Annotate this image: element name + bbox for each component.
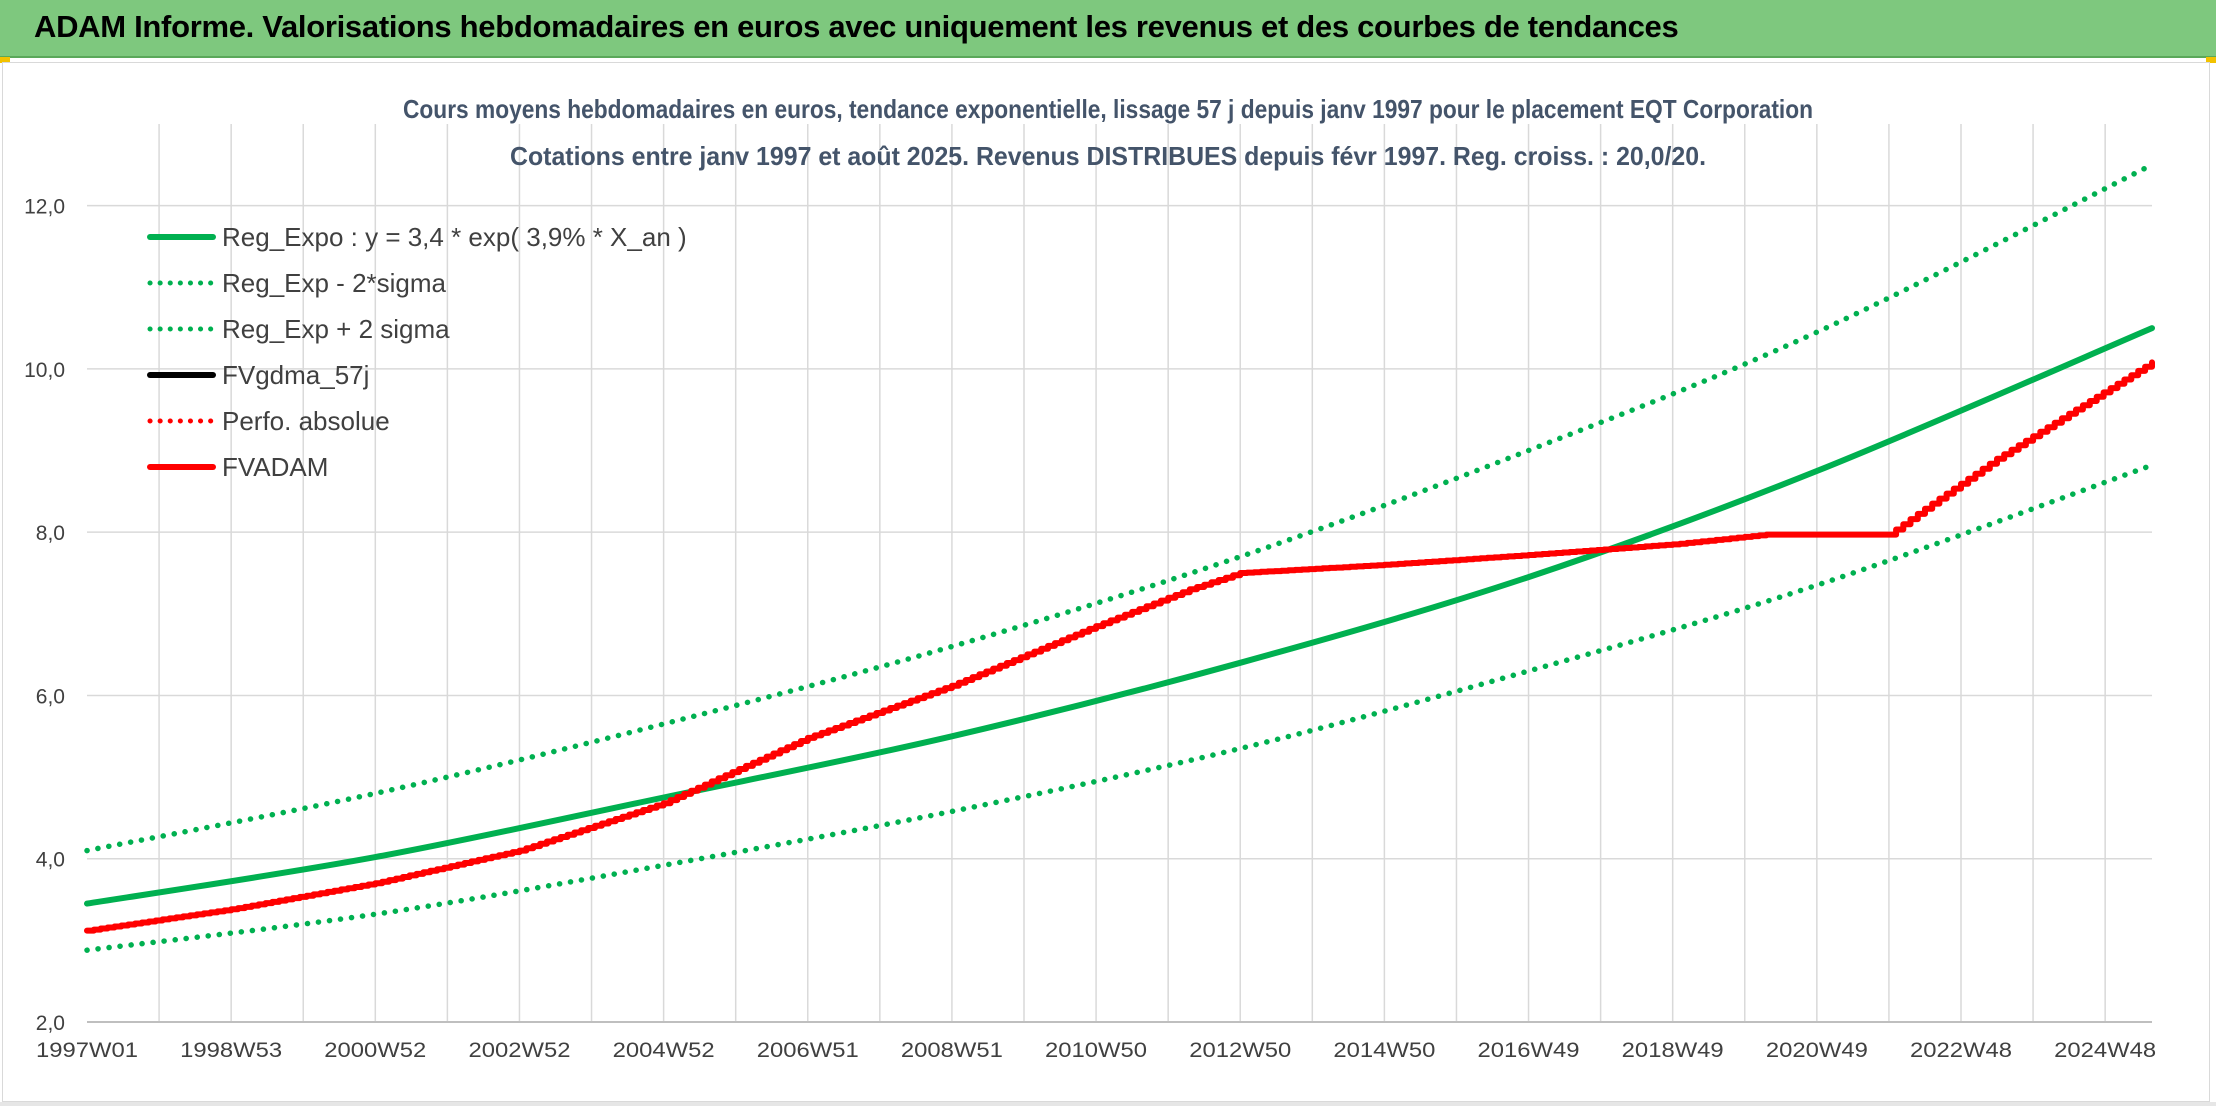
x-tick-label: 2012W50 (1189, 1039, 1291, 1062)
chart-frame (2, 62, 2210, 1102)
x-tick-label: 2018W49 (1622, 1039, 1724, 1062)
x-tick-label: 2002W52 (468, 1039, 570, 1062)
corner-marker-right (2206, 57, 2216, 63)
legend-label: FVgdma_57j (222, 360, 369, 390)
y-tick-label: 12,0 (24, 196, 65, 219)
x-tick-label: 2008W51 (901, 1039, 1003, 1062)
series-line-1 (84, 462, 2155, 953)
series-layer (84, 162, 2155, 953)
chart-subtitle: Cotations entre janv 1997 et août 2025. … (510, 141, 1706, 171)
report-header: ADAM Informe. Valorisations hebdomadaire… (0, 0, 2216, 58)
legend-label: Reg_Exp + 2 sigma (222, 314, 450, 344)
x-tick-label: 2024W48 (2054, 1039, 2156, 1062)
x-tick-label: 2014W50 (1333, 1039, 1435, 1062)
y-tick-label: 10,0 (24, 359, 65, 382)
legend-label: Reg_Expo : y = 3,4 * exp( 3,9% * X_an ) (222, 222, 687, 252)
x-tick-label: 1997W01 (36, 1039, 138, 1062)
y-tick-label: 2,0 (36, 1012, 65, 1035)
x-tick-label: 2010W50 (1045, 1039, 1147, 1062)
series-line-5 (84, 359, 2155, 934)
x-tick-label: 2020W49 (1766, 1039, 1868, 1062)
legend-label: FVADAM (222, 452, 328, 482)
x-tick-label: 2000W52 (324, 1039, 426, 1062)
x-tick-label: 2016W49 (1478, 1039, 1580, 1062)
y-tick-label: 4,0 (36, 849, 65, 872)
report-title: ADAM Informe. Valorisations hebdomadaire… (34, 9, 1679, 44)
x-tick-label: 2004W52 (613, 1039, 715, 1062)
x-tick-label: 2022W48 (1910, 1039, 2012, 1062)
axes: 2,0 4,0 6,0 8,0 10,0 12,0 1997W01 1998W53 2000W5… (24, 196, 2156, 1062)
y-tick-label: 8,0 (36, 522, 65, 545)
x-tick-label: 1998W53 (180, 1039, 282, 1062)
legend-label: Perfo. absolue (222, 406, 390, 436)
series-line-0 (84, 325, 2155, 907)
bottom-divider (0, 1102, 2216, 1106)
y-tick-label: 6,0 (36, 685, 65, 708)
legend: Reg_Expo : y = 3,4 * exp( 3,9% * X_an ) R… (147, 222, 687, 482)
series-line-2 (84, 162, 2155, 854)
legend-label: Reg_Exp - 2*sigma (222, 268, 447, 298)
grid (87, 124, 2152, 1023)
x-tick-label: 2006W51 (757, 1039, 859, 1062)
corner-marker-left (0, 57, 10, 63)
chart-title: Cours moyens hebdomadaires en euros, ten… (403, 94, 1813, 124)
